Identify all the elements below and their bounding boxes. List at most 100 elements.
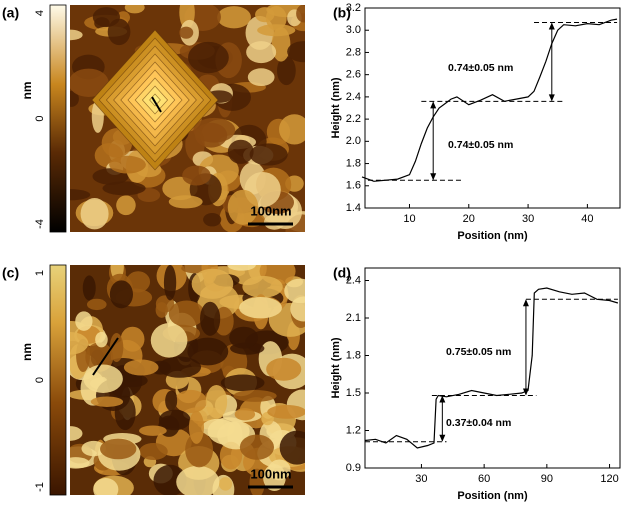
grain <box>174 389 208 413</box>
panel-label: (b) <box>333 5 351 21</box>
y-tick-label: 0.9 <box>346 462 361 474</box>
grain <box>163 265 177 301</box>
grain <box>120 326 145 352</box>
grain <box>70 29 83 41</box>
y-axis-label: Height (nm) <box>330 77 342 138</box>
grain <box>182 165 211 186</box>
grain <box>82 275 96 301</box>
grain <box>139 425 167 436</box>
grain <box>233 390 277 402</box>
grain <box>168 300 205 328</box>
x-tick-label: 30 <box>415 473 427 485</box>
grain <box>191 268 234 299</box>
y-tick-label: 2.8 <box>346 46 361 58</box>
grain <box>70 332 89 355</box>
x-tick-label: 60 <box>478 473 490 485</box>
grain <box>176 465 220 495</box>
grain <box>246 41 277 64</box>
grain <box>70 90 79 107</box>
colorbar-tick-label: 0 <box>34 115 46 121</box>
grain <box>70 189 91 201</box>
annotation: 0.75±0.05 nm <box>446 346 511 358</box>
y-tick-label: 3.0 <box>346 24 361 36</box>
y-tick-label: 2.0 <box>346 135 361 147</box>
grain <box>123 359 159 376</box>
plot-frame <box>364 7 621 209</box>
grain <box>200 301 221 336</box>
colorbar <box>49 4 67 233</box>
grain <box>229 326 259 349</box>
x-axis-label: Position (nm) <box>457 490 528 502</box>
grain <box>249 143 288 166</box>
colorbar-unit: nm <box>20 82 34 100</box>
grain <box>139 442 168 461</box>
grain <box>165 390 178 411</box>
grain <box>247 68 275 87</box>
colorbar-tick-label: 4 <box>34 10 46 16</box>
scale-bar-label: 100nm <box>250 466 291 481</box>
y-tick-label: 1.8 <box>346 157 361 169</box>
annotation: 0.74±0.05 nm <box>448 139 513 151</box>
colorbar-tick-label: 1 <box>34 270 46 276</box>
profile-curve <box>361 18 618 182</box>
grain <box>80 198 109 230</box>
y-tick-label: 1.4 <box>346 202 361 214</box>
y-tick-label: 1.5 <box>346 387 361 399</box>
grain <box>279 114 305 145</box>
grain <box>95 331 108 348</box>
colorbar-tick-label: 0 <box>34 377 46 383</box>
grain <box>263 214 285 230</box>
grain <box>239 434 275 460</box>
grain <box>85 342 114 372</box>
colorbar <box>49 264 67 496</box>
y-tick-label: 2.1 <box>346 312 361 324</box>
x-tick-label: 30 <box>522 213 534 225</box>
grain <box>102 181 146 196</box>
y-tick-label: 2.4 <box>346 274 361 286</box>
grain <box>188 410 204 444</box>
x-tick-label: 10 <box>403 213 415 225</box>
grain <box>124 5 145 14</box>
y-tick-label: 1.2 <box>346 424 361 436</box>
scale-bar-label: 100nm <box>250 203 291 218</box>
y-tick-label: 2.6 <box>346 69 361 81</box>
grain <box>92 7 120 27</box>
panel-label: (d) <box>333 265 351 281</box>
y-tick-label: 2.2 <box>346 113 361 125</box>
panel-label: (c) <box>2 265 19 281</box>
grain <box>109 280 133 309</box>
x-tick-label: 40 <box>581 213 593 225</box>
grain <box>83 364 123 394</box>
x-tick-label: 90 <box>541 473 553 485</box>
grain <box>271 26 291 62</box>
grain <box>158 409 191 431</box>
grain <box>239 296 282 319</box>
grain <box>70 68 109 98</box>
grain <box>109 332 124 363</box>
grain <box>218 477 233 491</box>
grain <box>242 275 283 298</box>
afm-image <box>70 5 305 232</box>
grain <box>203 212 222 227</box>
grain <box>158 356 202 378</box>
grain <box>217 6 251 29</box>
grain <box>263 464 286 492</box>
grain <box>220 374 265 392</box>
grain <box>227 265 256 271</box>
grain <box>109 155 146 174</box>
grain <box>90 396 124 407</box>
y-tick-label: 3.2 <box>346 2 361 14</box>
grain <box>194 122 228 148</box>
grain <box>168 195 203 209</box>
grain <box>70 457 90 469</box>
y-tick-label: 2.4 <box>346 91 361 103</box>
profile-line <box>151 96 162 113</box>
x-axis-label: Position (nm) <box>457 230 528 242</box>
grain <box>70 426 83 441</box>
profile-line <box>92 337 119 376</box>
y-axis-label: Height (nm) <box>330 337 342 398</box>
grain <box>93 477 119 495</box>
x-tick-label: 120 <box>600 473 618 485</box>
grain <box>75 311 93 331</box>
